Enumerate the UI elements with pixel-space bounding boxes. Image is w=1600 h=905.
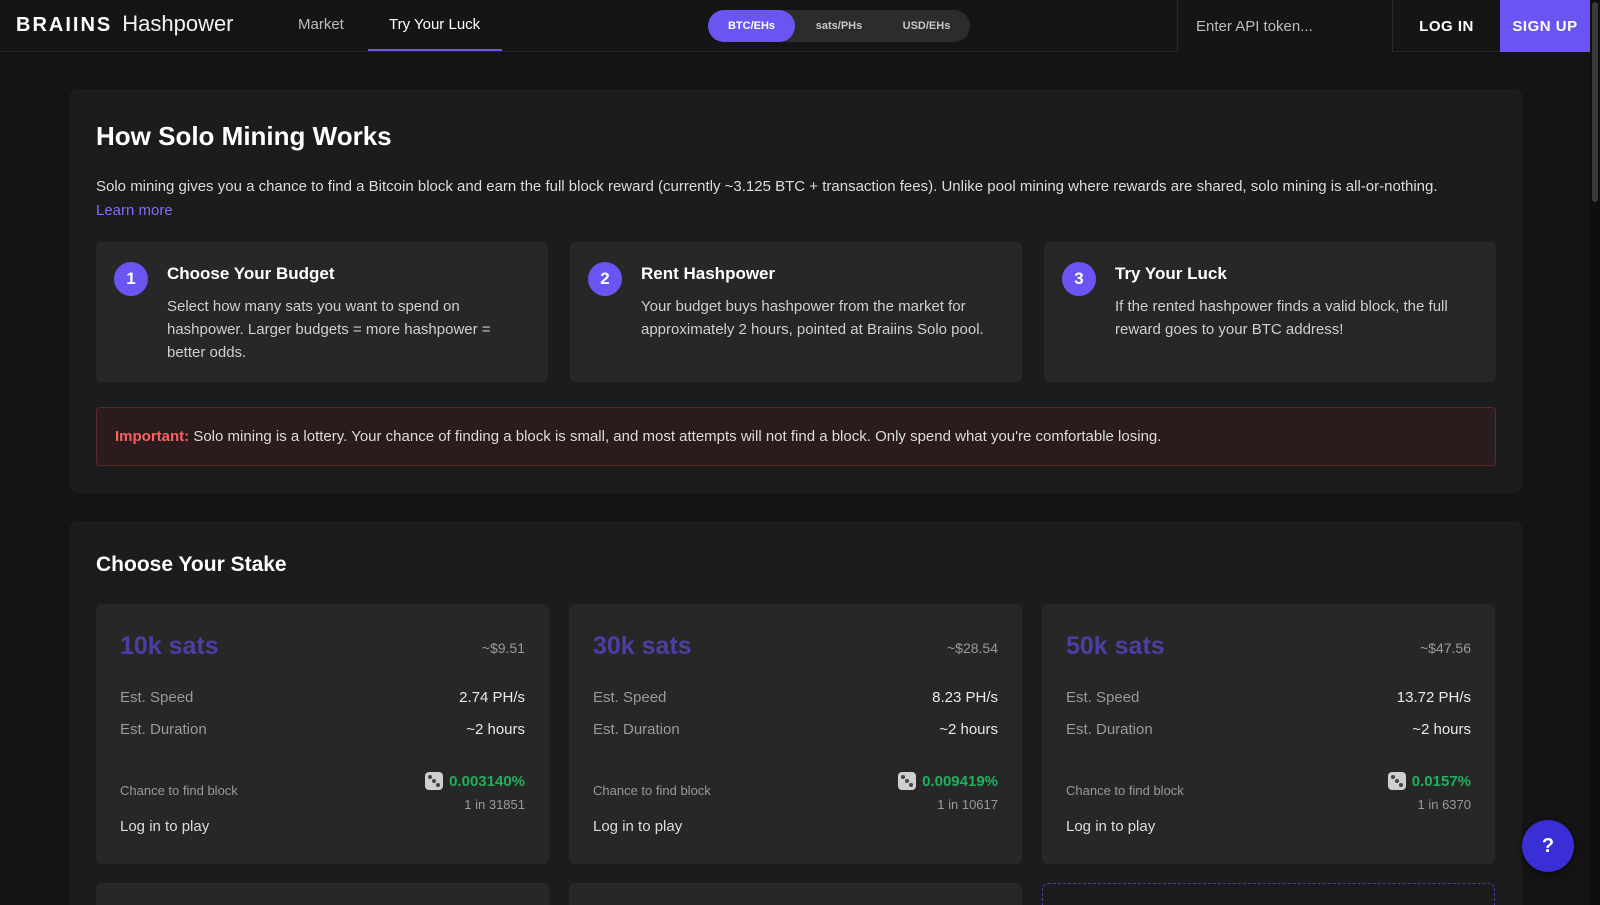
warning-label: Important:	[115, 428, 190, 445]
odds-value: 1 in 6370	[1417, 797, 1472, 812]
stake-card-partial[interactable]	[569, 883, 1022, 905]
dice-icon	[898, 772, 917, 790]
stake-card-10k[interactable]: 10k sats ~$9.51 Est. Speed 2.74 PH/s Est…	[96, 604, 549, 864]
scrollbar-track[interactable]	[1590, 0, 1600, 905]
scrollbar-thumb[interactable]	[1592, 2, 1598, 202]
nav-market[interactable]: Market	[298, 16, 344, 33]
custom-stake-card-partial[interactable]	[1042, 883, 1495, 905]
how-it-works-panel: How Solo Mining Works Solo mining gives …	[70, 89, 1522, 493]
intro-text: Solo mining gives you a chance to find a…	[96, 178, 1438, 195]
login-to-play-link[interactable]: Log in to play	[120, 818, 210, 835]
duration-value: ~2 hours	[466, 721, 525, 738]
step-card-rent: 2 Rent Hashpower Your budget buys hashpo…	[570, 242, 1022, 382]
step-description: Select how many sats you want to spend o…	[167, 298, 491, 361]
stake-card-30k[interactable]: 30k sats ~$28.54 Est. Speed 8.23 PH/s Es…	[569, 604, 1022, 864]
help-button[interactable]: ?	[1522, 820, 1574, 872]
step-number: 1	[114, 262, 148, 296]
stake-usd-value: ~$47.56	[1420, 640, 1471, 656]
dice-icon	[1387, 772, 1406, 790]
dice-icon	[425, 772, 444, 790]
unit-btc-ehs[interactable]: BTC/EHs	[708, 10, 795, 42]
stake-card-partial[interactable]	[96, 883, 549, 905]
chance-label: Chance to find block	[120, 783, 238, 798]
stake-card-50k[interactable]: 50k sats ~$47.56 Est. Speed 13.72 PH/s E…	[1042, 604, 1495, 864]
duration-label: Est. Duration	[593, 721, 680, 738]
duration-label: Est. Duration	[1066, 721, 1153, 738]
speed-label: Est. Speed	[1066, 689, 1140, 706]
warning-text: Solo mining is a lottery. Your chance of…	[189, 428, 1162, 445]
stake-usd-value: ~$9.51	[481, 640, 525, 656]
stake-amount: 50k sats	[1066, 632, 1165, 660]
duration-value: ~2 hours	[939, 721, 998, 738]
unit-usd-ehs[interactable]: USD/EHs	[902, 20, 951, 32]
signup-button[interactable]: SIGN UP	[1500, 0, 1590, 52]
stake-amount: 10k sats	[120, 632, 219, 660]
learn-more-link[interactable]: Learn more	[96, 202, 173, 219]
stake-panel: Choose Your Stake 10k sats ~$9.51 Est. S…	[70, 521, 1522, 905]
step-card-budget: 1 Choose Your Budget Select how many sat…	[96, 242, 548, 382]
brand-name: BRAIINS	[16, 14, 113, 36]
login-to-play-link[interactable]: Log in to play	[1066, 818, 1156, 835]
chance-label: Chance to find block	[1066, 783, 1184, 798]
stake-amount: 30k sats	[593, 632, 692, 660]
step-description: If the rented hashpower finds a valid bl…	[1115, 298, 1448, 338]
step-number: 3	[1062, 262, 1096, 296]
odds-value: 1 in 10617	[937, 797, 998, 812]
step-description: Your budget buys hashpower from the mark…	[641, 298, 984, 338]
speed-value: 2.74 PH/s	[459, 689, 525, 706]
step-number: 2	[588, 262, 622, 296]
chance-percent: 0.0157%	[1411, 772, 1471, 790]
step-title: Rent Hashpower	[641, 264, 776, 283]
chance-value: 0.0157%	[1387, 772, 1471, 790]
stake-usd-value: ~$28.54	[947, 640, 998, 656]
chance-value: 0.009419%	[898, 772, 998, 790]
top-navigation: BRAIINS Hashpower Market Try Your Luck B…	[0, 0, 1590, 52]
speed-label: Est. Speed	[120, 689, 194, 706]
login-to-play-link[interactable]: Log in to play	[593, 818, 683, 835]
product-name: Hashpower	[122, 11, 234, 36]
login-button[interactable]: LOG IN	[1393, 0, 1500, 52]
speed-value: 13.72 PH/s	[1396, 689, 1471, 706]
stake-title: Choose Your Stake	[96, 553, 287, 576]
chance-label: Chance to find block	[593, 783, 711, 798]
duration-value: ~2 hours	[1412, 721, 1471, 738]
lottery-warning: Important: Solo mining is a lottery. You…	[96, 407, 1496, 466]
step-title: Choose Your Budget	[167, 264, 335, 283]
step-card-luck: 3 Try Your Luck If the rented hashpower …	[1044, 242, 1496, 382]
how-it-works-title: How Solo Mining Works	[96, 121, 392, 151]
nav-try-your-luck[interactable]: Try Your Luck	[389, 16, 481, 33]
duration-label: Est. Duration	[120, 721, 207, 738]
intro-paragraph: Solo mining gives you a chance to find a…	[96, 175, 1506, 223]
speed-label: Est. Speed	[593, 689, 667, 706]
speed-value: 8.23 PH/s	[932, 689, 998, 706]
chance-percent: 0.009419%	[922, 772, 998, 790]
units-toggle: BTC/EHs sats/PHs USD/EHs	[708, 10, 970, 42]
chance-percent: 0.003140%	[449, 772, 525, 790]
active-tab-indicator	[368, 49, 502, 51]
odds-value: 1 in 31851	[464, 797, 525, 812]
unit-sats-phs[interactable]: sats/PHs	[815, 20, 863, 32]
chance-value: 0.003140%	[425, 772, 525, 790]
api-token-input[interactable]	[1177, 0, 1393, 52]
brand-logo[interactable]: BRAIINS Hashpower	[16, 11, 234, 37]
step-title: Try Your Luck	[1115, 264, 1227, 283]
